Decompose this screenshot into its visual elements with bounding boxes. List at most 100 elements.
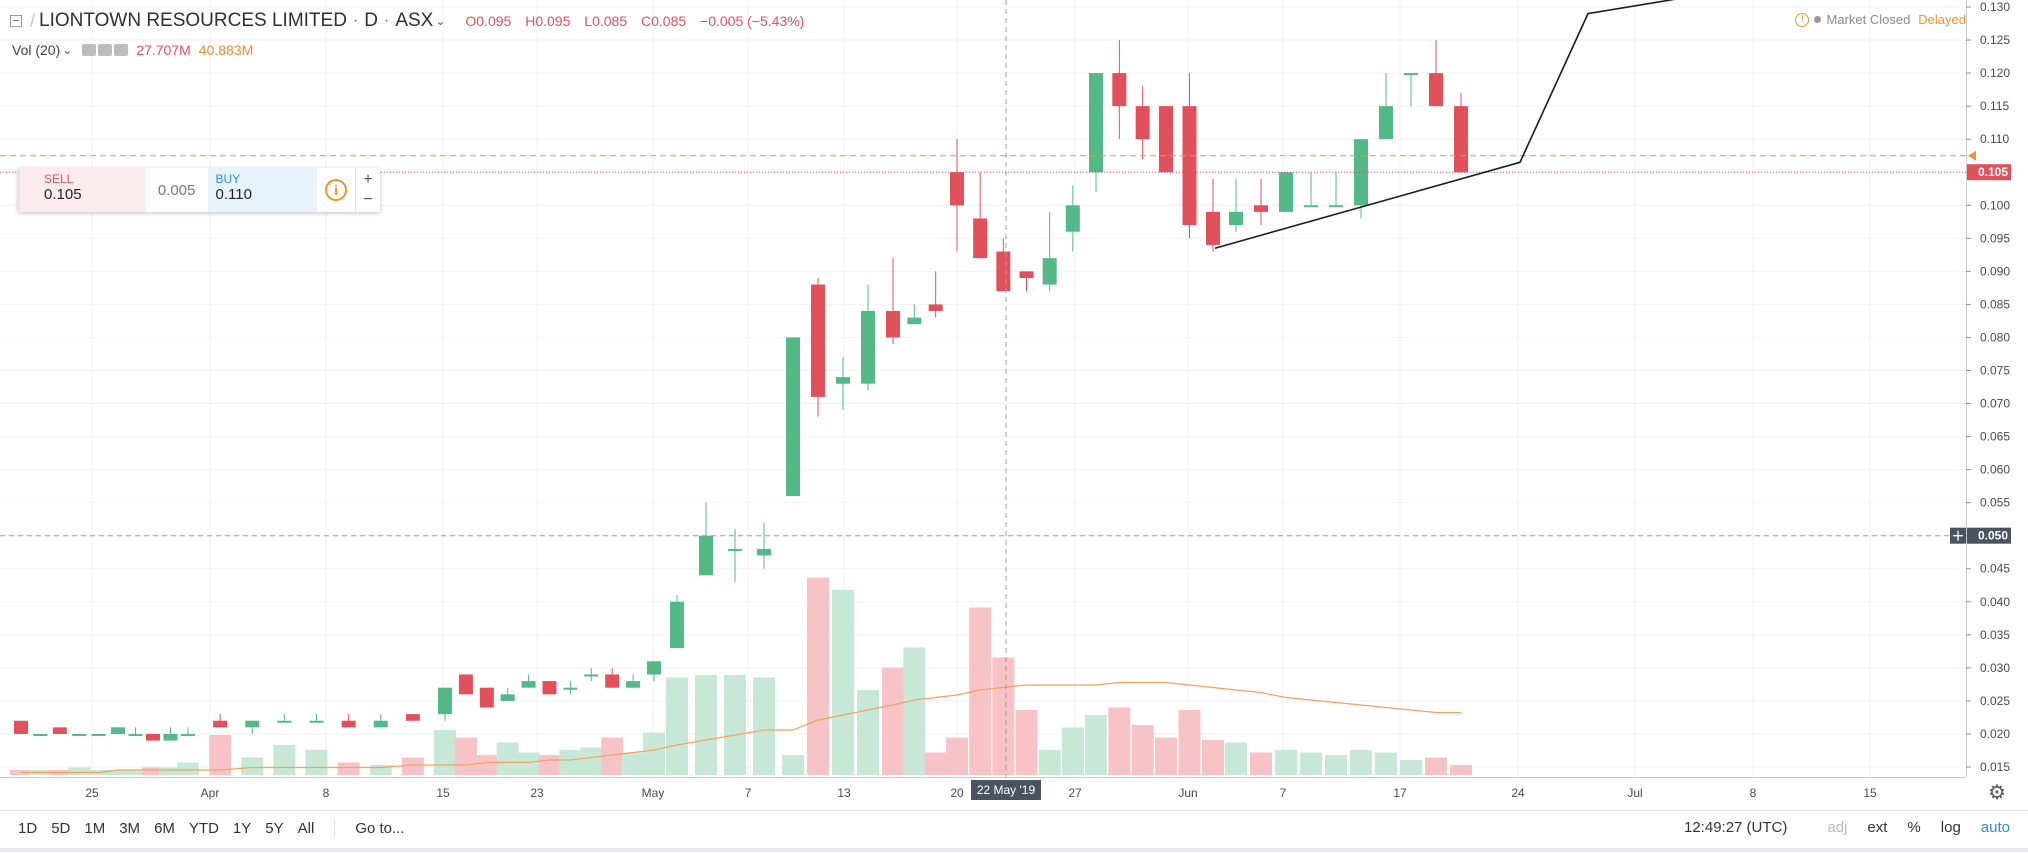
compare-icon[interactable]: / [30,10,36,31]
chevron-down-icon[interactable]: ⌄ [435,14,446,28]
price-tick-label: 0.030 [1980,661,2010,675]
timeframe-5d[interactable]: 5D [51,819,71,837]
header-separator: · [352,12,359,29]
exchange-label[interactable]: ASX [395,10,434,31]
symbol-name[interactable]: LIONTOWN RESOURCES LIMITED [39,10,347,31]
buy-button[interactable]: BUY 0.110 [207,168,318,212]
volume-bar [305,750,328,775]
goto-button[interactable]: Go to... [355,819,405,837]
timeframe-3m[interactable]: 3M [119,819,141,837]
last-price-text: 0.105 [1978,165,2008,179]
candle-body [1429,73,1443,107]
sell-button[interactable]: SELL 0.105 [18,168,146,212]
candle-body [405,714,420,721]
volume-bar [517,752,540,775]
percent-toggle[interactable]: % [1907,819,1921,836]
time-tick-label: 24 [1511,786,1525,800]
time-tick-label: 23 [530,786,544,800]
price-tick-label: 0.110 [1980,132,2009,146]
trade-widget: SELL 0.105 0.005 BUY 0.110 i + − [18,168,380,212]
candle-body [1229,211,1243,226]
volume-bar [559,750,582,775]
adj-toggle[interactable]: adj [1827,819,1848,836]
timeframe-1y[interactable]: 1Y [232,819,252,837]
minus-icon[interactable]: − [363,191,373,208]
volume-bar [142,767,164,775]
time-tick-label: 7 [745,786,752,800]
volume-bar [401,757,424,775]
price-tick-label: 0.120 [1980,66,2010,80]
volume-bar [782,755,804,775]
volume-bar [209,735,232,775]
timeframe-6m[interactable]: 6M [154,819,175,837]
indicator-buttons [82,44,129,56]
time-tick-label: 25 [85,786,99,800]
timeframe-1d[interactable]: 1D [18,819,38,837]
volume-bar [1085,715,1107,775]
candle-body [973,218,988,259]
time-tick-label: 8 [1750,786,1757,800]
volume-bar [1425,757,1447,775]
candle-body [1254,205,1268,212]
candle-body [1304,205,1318,208]
volume-bar [1131,725,1154,775]
volume-bar [434,730,456,775]
crosshair-date-text: 22 May '19 [977,783,1036,797]
close-icon[interactable] [114,44,129,56]
volume-legend: Vol (20) ⌄ 27.707M 40.883M [12,42,253,58]
timeframe-5y[interactable]: 5Y [265,819,284,837]
volume-label[interactable]: Vol (20) [12,42,61,58]
candle-body [33,733,48,736]
candle-body [1182,106,1197,226]
timeframe-list: 1D 5D 1M 3M 6M YTD 1Y 5Y All Go to... [18,819,405,837]
clock-time[interactable]: 12:49:27 (UTC) [1684,819,1788,836]
volume-value: 27.707M [136,42,191,58]
volume-bar [1015,710,1038,775]
price-tick-label: 0.060 [1980,463,2010,477]
volume-bar [107,770,129,775]
auto-toggle[interactable]: auto [1980,819,2010,836]
candle-body [728,548,742,551]
candle-body [861,311,875,384]
volume-bar [1350,750,1372,775]
gear-icon[interactable]: ⚙ [1988,782,2006,804]
settings-icon[interactable] [98,44,113,56]
candle-body [836,377,850,384]
candle-body [996,251,1011,292]
price-tick-label: 0.070 [1980,397,2010,411]
candle-body [14,720,28,734]
log-toggle[interactable]: log [1940,819,1961,836]
candle-body [563,687,578,690]
buy-price: 0.110 [215,186,252,203]
timeframe-all[interactable]: All [297,819,315,837]
interval-label[interactable]: D [364,10,378,31]
price-tick-label: 0.100 [1980,198,2010,212]
quantity-stepper: + − [355,168,380,212]
warning-icon[interactable]: ! [1795,12,1810,27]
timeframe-ytd[interactable]: YTD [188,819,219,837]
info-button[interactable]: i [317,168,355,212]
candle-body [699,535,713,576]
plus-icon[interactable]: + [363,171,373,188]
candle-body [163,733,178,741]
time-tick-label: 20 [950,786,964,800]
price-tick-label: 0.075 [1980,363,2010,377]
ext-toggle[interactable]: ext [1867,819,1888,836]
timeframe-1m[interactable]: 1M [84,819,106,837]
volume-bar [969,607,992,775]
header-separator: · [383,12,390,29]
candle-body [811,284,825,397]
volume-bar [992,657,1015,775]
collapse-icon[interactable] [10,15,22,27]
eye-icon[interactable] [82,44,97,56]
candle-body [500,694,515,701]
candle-body [928,304,943,311]
delayed-label[interactable]: Delayed [1918,12,1966,27]
time-tick-label: 15 [1863,786,1877,800]
volume-bar [369,765,392,775]
volume-bar [580,747,603,775]
price-tick-label: 0.095 [1980,231,2010,245]
candle-body [1279,172,1293,212]
chevron-down-icon[interactable]: ⌄ [62,43,73,57]
